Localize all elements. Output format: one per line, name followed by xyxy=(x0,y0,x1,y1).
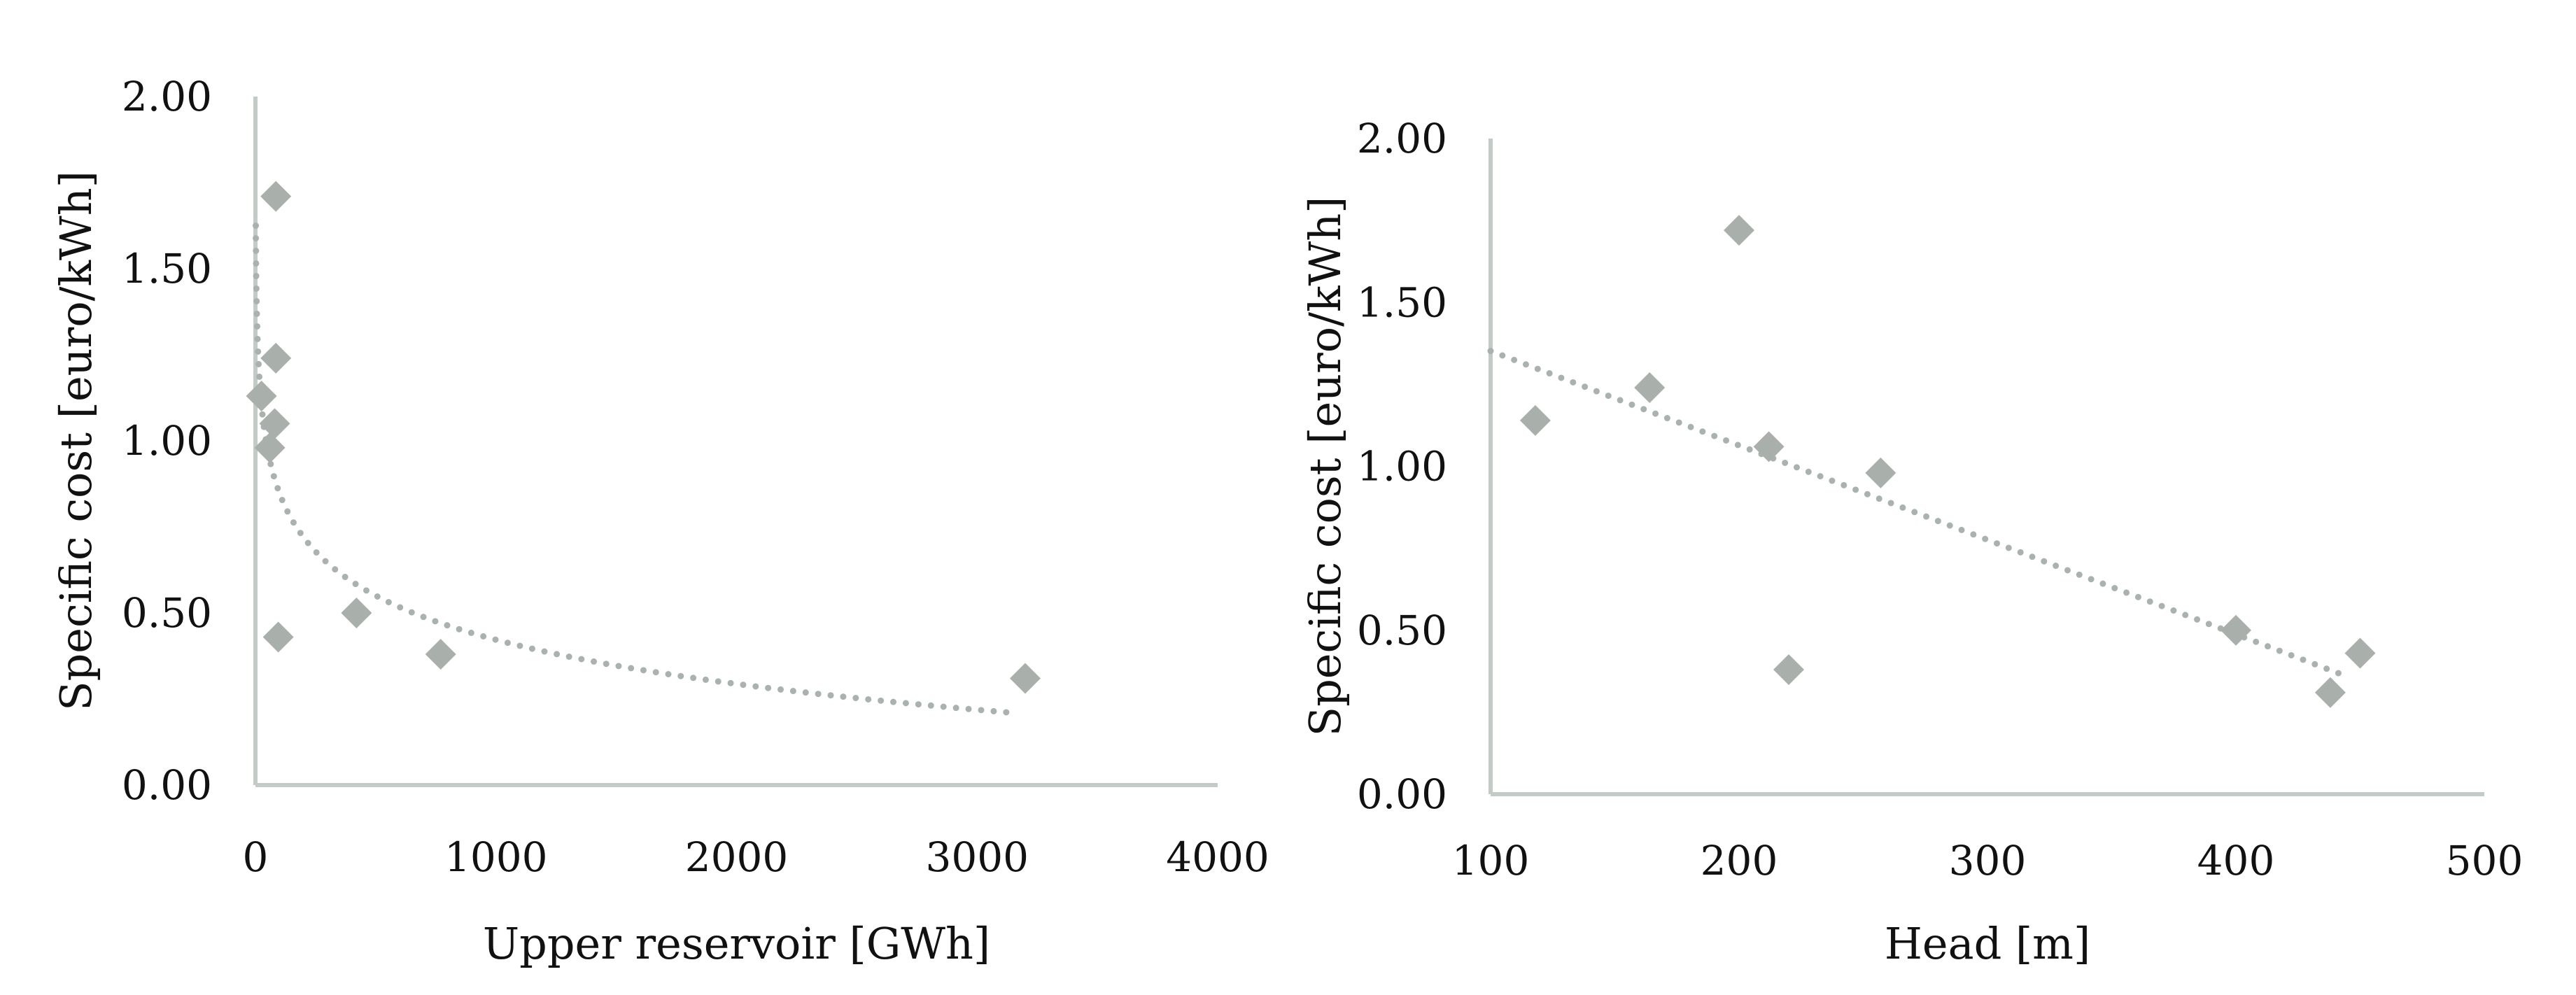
x-axis-title: Upper reservoir [GWh] xyxy=(483,918,990,969)
chart-upper-reservoir: 0.00 0.50 1.00 1.50 2.00 0 1000 2000 3000 4000 Upp… xyxy=(50,73,1269,969)
trendline xyxy=(1487,348,2351,680)
x-tick-label: 300 xyxy=(1949,837,2027,884)
data-point xyxy=(260,342,292,374)
x-tick-label: 4000 xyxy=(1166,833,1269,881)
data-point xyxy=(260,181,292,212)
data-point xyxy=(1010,663,1041,694)
y-tick-label: 0.50 xyxy=(1357,607,1447,654)
data-point xyxy=(1634,372,1666,404)
data-point xyxy=(341,598,372,628)
data-point xyxy=(1724,215,1754,246)
x-tick-label: 400 xyxy=(2197,837,2275,884)
data-point xyxy=(425,639,456,670)
y-tick-label: 1.50 xyxy=(122,245,212,292)
y-tick-label: 1.00 xyxy=(122,417,212,465)
data-point xyxy=(2314,677,2346,708)
data-point xyxy=(1865,457,1896,488)
x-tick-label: 0 xyxy=(243,833,269,881)
x-tick-label: 1000 xyxy=(444,833,548,881)
data-point xyxy=(1519,404,1551,436)
data-point xyxy=(259,408,290,439)
y-tick-label: 0.50 xyxy=(122,589,212,637)
x-tick-label: 2000 xyxy=(685,833,789,881)
x-tick-label: 100 xyxy=(1452,837,1530,884)
x-tick-label: 3000 xyxy=(925,833,1029,881)
chart-head: 0.00 0.50 1.00 1.50 2.00 100 200 300 400 500 Head … xyxy=(1300,115,2523,969)
y-tick-label: 2.00 xyxy=(122,73,212,120)
data-point xyxy=(1773,654,1804,685)
data-point xyxy=(2344,637,2376,669)
y-tick-label: 1.00 xyxy=(1357,443,1447,491)
x-tick-label: 200 xyxy=(1701,837,1778,884)
trendline xyxy=(253,223,1017,717)
x-tick-label: 500 xyxy=(2446,837,2524,884)
data-point xyxy=(262,621,294,653)
y-axis-title: Specific cost [euro/kWh] xyxy=(1300,197,1351,737)
x-axis-title: Head [m] xyxy=(1885,918,2090,969)
data-point xyxy=(254,432,286,463)
data-point xyxy=(246,381,277,412)
y-tick-label: 0.00 xyxy=(122,761,212,809)
data-point xyxy=(2220,614,2251,646)
y-tick-label: 0.00 xyxy=(1357,770,1447,818)
data-point xyxy=(1753,431,1785,463)
y-tick-label: 1.50 xyxy=(1357,278,1447,326)
y-tick-label: 2.00 xyxy=(1357,115,1447,162)
y-axis-title: Specific cost [euro/kWh] xyxy=(50,171,101,711)
